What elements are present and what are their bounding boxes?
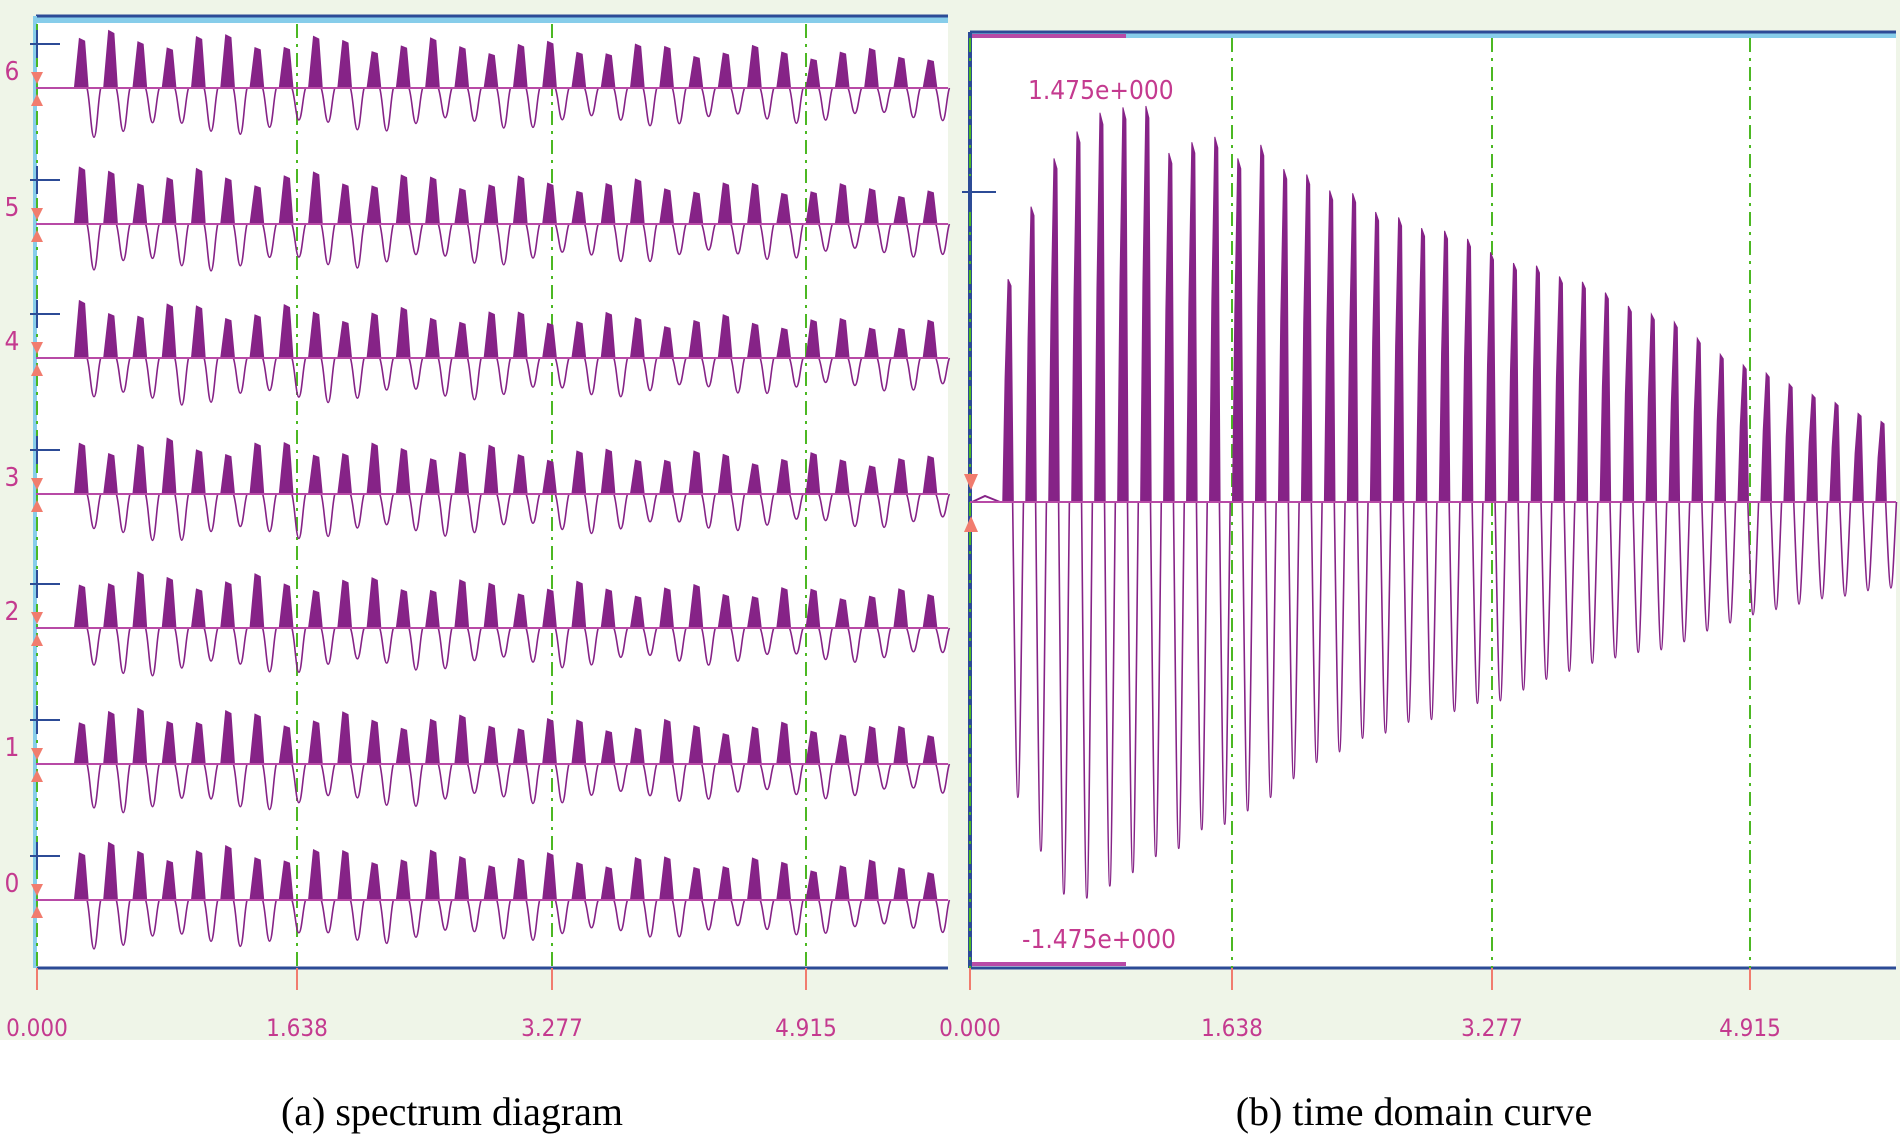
panel-a-tick-label-2: 3.277 xyxy=(521,1014,583,1042)
caption-a: (a) spectrum diagram xyxy=(280,1089,624,1134)
panel-a-arrow-up-ch0 xyxy=(31,906,43,918)
panel-a-channel-label-2: 2 xyxy=(5,597,20,627)
panel-b-tick-label-3: 4.915 xyxy=(1719,1014,1781,1042)
panel-a-channel-label-6: 6 xyxy=(5,57,20,87)
panel-b-waveform xyxy=(970,105,1898,899)
panel-a-arrow-down-ch3 xyxy=(31,478,43,490)
panel-b-tick-label-0: 0.000 xyxy=(939,1014,1001,1042)
panel-b-arrow-down xyxy=(964,474,978,490)
panel-a-top-band xyxy=(36,16,948,23)
panel-a-channel-markers: 6 5 4 3 2 1 0 xyxy=(5,30,60,918)
panel-a-channel-label-5: 5 xyxy=(5,193,20,223)
spectrum-diagram-panel: 6 5 4 3 2 1 0 0.000 1.638 3.277 4.915 xyxy=(0,0,960,1042)
panel-a-tick-label-0: 0.000 xyxy=(6,1014,68,1042)
panel-a-arrow-up-ch1 xyxy=(31,770,43,782)
panel-a-channel-label-1: 1 xyxy=(5,733,20,763)
caption-b: (b) time domain curve xyxy=(1235,1089,1593,1134)
panel-a-arrow-up-ch6 xyxy=(31,94,43,106)
panel-b-x-ticks: 0.000 1.638 3.277 4.915 xyxy=(939,968,1781,1042)
panel-b-tick-label-2: 3.277 xyxy=(1461,1014,1523,1042)
panel-a-channel-label-0: 0 xyxy=(5,869,20,899)
panel-b-top-band xyxy=(970,32,1896,38)
panel-a-left-border xyxy=(33,16,37,968)
panel-b-trough-trace xyxy=(1000,501,1898,899)
panel-a-arrow-down-ch6 xyxy=(31,72,43,84)
y-max-label: 1.475e+000 xyxy=(1028,76,1174,106)
panel-a-arrow-down-ch4 xyxy=(31,342,43,354)
panel-a-channel-label-3: 3 xyxy=(5,463,20,493)
panel-a-arrow-down-ch2 xyxy=(31,612,43,624)
panel-a-arrow-down-ch0 xyxy=(31,884,43,896)
y-min-label: -1.475e+000 xyxy=(1022,925,1176,955)
panel-a-arrow-up-ch5 xyxy=(31,230,43,242)
panel-a-waveforms xyxy=(36,29,951,950)
panel-b-left-border xyxy=(968,32,972,968)
panel-b-markers xyxy=(962,176,996,532)
time-domain-panel: 0.000 1.638 3.277 4.915 1.475e+000 -1.475e+… xyxy=(939,0,1900,1042)
panel-b-tick-label-1: 1.638 xyxy=(1201,1014,1263,1042)
panel-a-x-ticks: 0.000 1.638 3.277 4.915 xyxy=(6,968,837,1042)
panel-a-arrow-up-ch2 xyxy=(31,634,43,646)
panel-a-tick-label-3: 4.915 xyxy=(775,1014,837,1042)
panel-a-arrow-up-ch3 xyxy=(31,500,43,512)
panel-a-arrow-down-ch1 xyxy=(31,748,43,760)
panel-b-arrow-up xyxy=(964,516,978,532)
panel-a-arrow-up-ch4 xyxy=(31,364,43,376)
panel-a-tick-label-1: 1.638 xyxy=(266,1014,328,1042)
panel-a-channel-label-4: 4 xyxy=(5,327,20,357)
panel-b-plot-area xyxy=(970,32,1896,968)
panel-a-arrow-down-ch5 xyxy=(31,208,43,220)
